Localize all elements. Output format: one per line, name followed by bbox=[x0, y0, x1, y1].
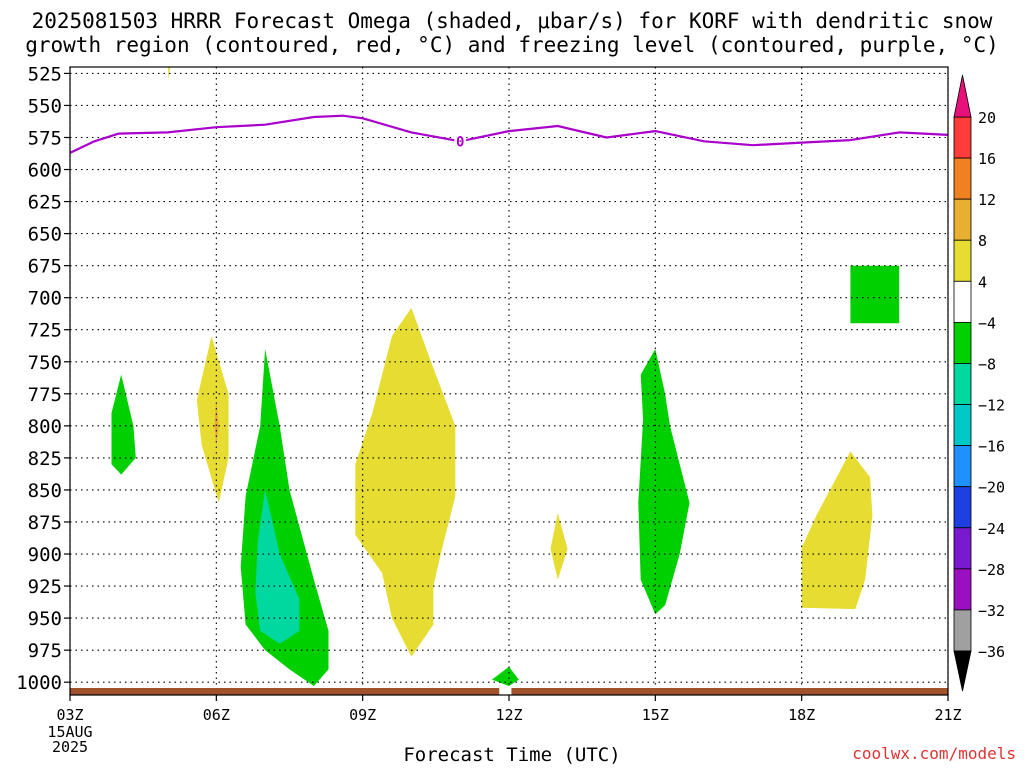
y-tick-label-925: 925 bbox=[28, 576, 62, 598]
omega-region-0 bbox=[167, 67, 171, 80]
colorbar-swatch-9 bbox=[953, 486, 972, 529]
y-tick-label-775: 775 bbox=[28, 384, 62, 406]
y-tick-label-575: 575 bbox=[28, 127, 62, 149]
omega-region-9 bbox=[638, 349, 690, 615]
colorbar-label-8: −16 bbox=[978, 438, 1005, 456]
y-tick-label-625: 625 bbox=[28, 192, 62, 214]
colorbar-swatch-0 bbox=[953, 116, 972, 159]
chart-title-line1: 2025081503 HRRR Forecast Omega (shaded, … bbox=[31, 9, 993, 33]
omega-region-10 bbox=[801, 451, 873, 610]
colorbar-swatch-6 bbox=[953, 363, 972, 405]
colorbar-label-1: 16 bbox=[978, 150, 996, 168]
omega-region-1 bbox=[111, 374, 136, 475]
colorbar-swatch-2 bbox=[953, 198, 972, 241]
colorbar-label-3: 8 bbox=[978, 232, 987, 250]
x-tick-label-09Z: 09Z bbox=[349, 706, 376, 724]
y-tick-label-950: 950 bbox=[28, 608, 62, 630]
y-tick-label-650: 650 bbox=[28, 224, 62, 246]
y-tick-label-675: 675 bbox=[28, 256, 62, 278]
y-tick-label-550: 550 bbox=[28, 95, 62, 117]
x-tick-label-12Z: 12Z bbox=[495, 706, 522, 724]
colorbar-label-6: −8 bbox=[978, 355, 996, 373]
colorbar-label-4: 4 bbox=[978, 273, 987, 291]
colorbar-label-0: 20 bbox=[978, 109, 996, 127]
ground-gap bbox=[499, 688, 512, 695]
y-tick-label-525: 525 bbox=[28, 63, 62, 85]
omega-region-11 bbox=[850, 265, 900, 324]
x-axis-label: Forecast Time (UTC) bbox=[403, 744, 621, 766]
x-tick-label-15Z: 15Z bbox=[642, 706, 669, 724]
colorbar-swatch-1 bbox=[953, 157, 972, 200]
omega-region-8 bbox=[491, 666, 519, 686]
omega-region-7 bbox=[550, 513, 568, 580]
x-tick-label-06Z: 06Z bbox=[203, 706, 230, 724]
omega-region-3 bbox=[214, 400, 219, 446]
y-tick-label-875: 875 bbox=[28, 512, 62, 534]
x-tick-label-18Z: 18Z bbox=[788, 706, 815, 724]
colorbar-swatch-5 bbox=[953, 321, 972, 364]
omega-region-6 bbox=[355, 307, 456, 657]
colorbar-label-13: −36 bbox=[978, 643, 1005, 661]
y-tick-label-825: 825 bbox=[28, 448, 62, 470]
colorbar-swatch-3 bbox=[953, 239, 972, 282]
y-tick-label-600: 600 bbox=[28, 160, 62, 182]
chart-title-line2: growth region (contoured, red, °C) and f… bbox=[25, 33, 999, 57]
colorbar-swatch-4 bbox=[953, 280, 972, 323]
y-tick-label-700: 700 bbox=[28, 288, 62, 310]
x-tick-label-03Z: 03Z bbox=[56, 706, 83, 724]
freezing-level-label: 0 bbox=[456, 134, 464, 150]
colorbar-label-5: −4 bbox=[978, 314, 996, 332]
x-date-label-0: 15AUG bbox=[47, 723, 92, 741]
x-date-label-1: 2025 bbox=[52, 738, 88, 756]
y-tick-label-975: 975 bbox=[28, 640, 62, 662]
colorbar-swatch-7 bbox=[953, 404, 972, 447]
colorbar-label-10: −24 bbox=[978, 520, 1005, 538]
omega-region-5 bbox=[255, 489, 300, 644]
colorbar-swatch-10 bbox=[953, 527, 972, 570]
colorbar-bottom-arrow bbox=[953, 650, 972, 692]
freezing-level-label-bg bbox=[454, 132, 467, 149]
x-tick-label-21Z: 21Z bbox=[934, 706, 961, 724]
colorbar-label-11: −28 bbox=[978, 561, 1005, 579]
colorbar-top-arrow bbox=[953, 74, 972, 118]
y-tick-label-850: 850 bbox=[28, 480, 62, 502]
colorbar-label-12: −32 bbox=[978, 602, 1005, 620]
colorbar-label-2: 12 bbox=[978, 191, 996, 209]
colorbar-swatch-8 bbox=[953, 445, 972, 488]
y-tick-label-725: 725 bbox=[28, 320, 62, 342]
colorbar-label-9: −20 bbox=[978, 479, 1005, 497]
colorbar-swatch-12 bbox=[953, 609, 972, 652]
y-tick-label-800: 800 bbox=[28, 416, 62, 438]
y-tick-label-1000: 1000 bbox=[16, 672, 62, 694]
colorbar-label-7: −12 bbox=[978, 397, 1005, 415]
y-tick-label-750: 750 bbox=[28, 352, 62, 374]
omega-region-2 bbox=[196, 336, 229, 503]
y-tick-label-900: 900 bbox=[28, 544, 62, 566]
site-credit: coolwx.com/models bbox=[852, 744, 1016, 763]
colorbar-swatch-11 bbox=[953, 568, 972, 611]
